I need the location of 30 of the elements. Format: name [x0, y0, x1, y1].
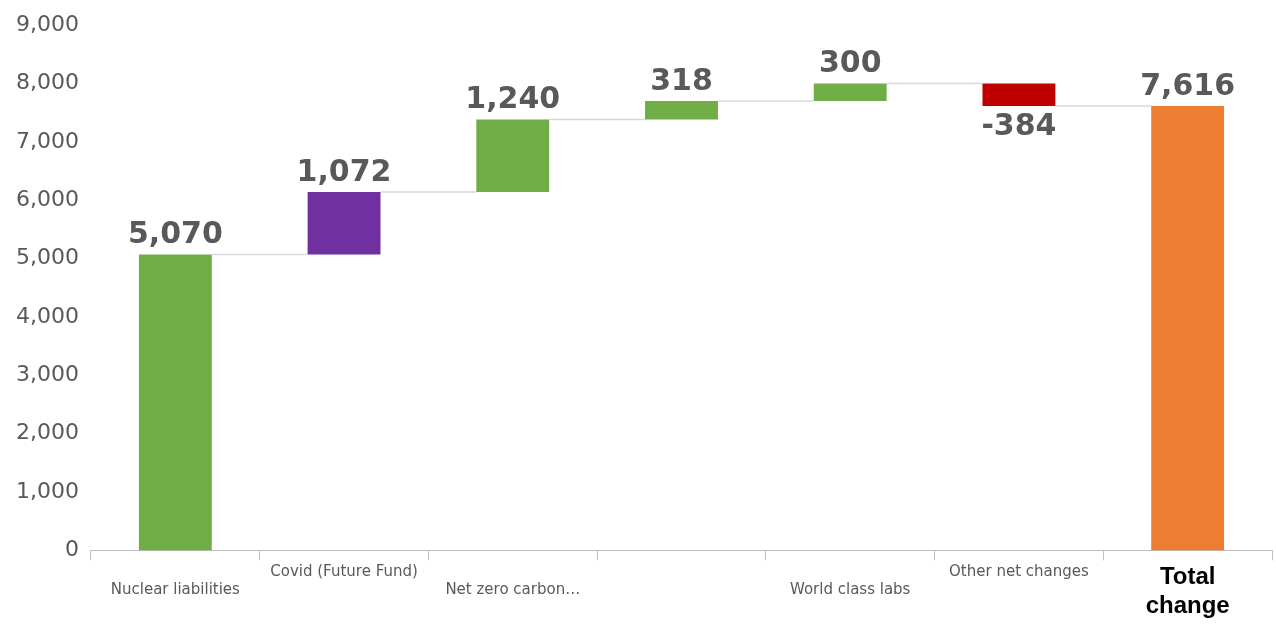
y-tick-label: 8,000	[16, 69, 79, 95]
y-tick-label: 6,000	[16, 185, 79, 211]
y-tick-label: 5,000	[16, 244, 79, 270]
y-tick-label: 3,000	[16, 361, 79, 387]
y-tick-label: 7,000	[16, 127, 79, 153]
bar	[813, 83, 887, 102]
y-tick-label: 0	[64, 536, 79, 562]
bar	[645, 101, 718, 120]
bar	[138, 254, 212, 551]
bar	[476, 119, 550, 192]
bar	[982, 83, 1056, 106]
data-label: 5,070	[127, 215, 223, 251]
data-label: 318	[650, 61, 713, 97]
data-label: 7,616	[1140, 66, 1236, 102]
x-tick-label: World class labs	[789, 580, 911, 599]
y-tick-label: 2,000	[16, 419, 79, 445]
data-label: 300	[818, 44, 882, 80]
bar	[307, 191, 381, 255]
y-tick-label: 4,000	[16, 302, 79, 328]
bar	[1151, 105, 1225, 551]
y-tick-label: 9,000	[16, 10, 79, 36]
x-tick-label: Covid (Future Fund)	[270, 562, 418, 581]
x-tick-label: Net zero carbon…	[445, 580, 581, 599]
x-tick-label: Total change	[1145, 562, 1230, 619]
data-label: -384	[981, 106, 1057, 142]
y-tick-label: 1,000	[16, 477, 79, 503]
data-label: 1,072	[296, 152, 392, 188]
x-tick-label: Other net changes	[949, 562, 1089, 581]
x-tick-label: Nuclear liabilities	[110, 580, 241, 599]
data-label: 1,240	[465, 80, 561, 116]
